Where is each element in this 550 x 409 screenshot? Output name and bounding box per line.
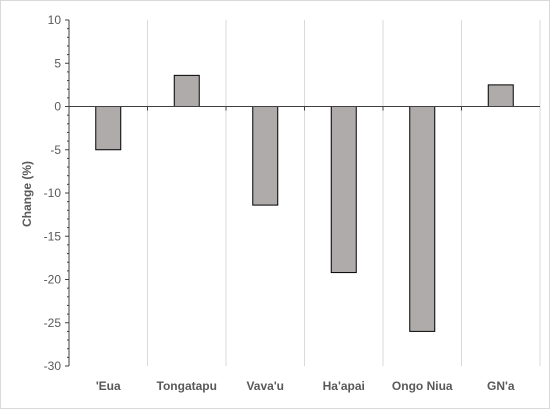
x-tick-labels: 'Eua Tongatapu Vava'u Ha'apai Ongo Niua GN'a	[96, 379, 515, 393]
x-tick-label: Ha'apai	[323, 379, 365, 393]
bar-0	[95, 106, 122, 151]
axes	[65, 19, 540, 367]
y-tick-label: -10	[44, 186, 62, 200]
bar-3	[330, 106, 357, 274]
bar-1	[173, 74, 200, 107]
y-axis-title: Change (%)	[20, 161, 34, 227]
y-tick-label: 0	[54, 100, 61, 114]
x-tick-label: Ongo Niua	[392, 379, 453, 393]
y-tick-label: -30	[44, 359, 62, 373]
gridlines	[68, 20, 541, 366]
x-tick-label: 'Eua	[96, 379, 121, 393]
y-tick-labels: 10 5 0 -5 -10 -15 -20 -25 -30	[44, 13, 62, 373]
y-tick-label: -20	[44, 273, 62, 287]
bar-4	[409, 106, 436, 332]
y-tick-label: 5	[54, 56, 61, 70]
y-tick-label: -5	[50, 143, 61, 157]
y-tick-label: -25	[44, 316, 62, 330]
y-tick-label: -15	[44, 229, 62, 243]
bars	[95, 74, 514, 332]
bar-5	[487, 84, 514, 107]
x-tick-label: Vava'u	[246, 379, 284, 393]
y-tick-label: 10	[48, 13, 62, 27]
bar-2	[252, 106, 279, 206]
x-tick-label: Tongatapu	[157, 379, 217, 393]
x-tick-label: GN'a	[487, 379, 515, 393]
